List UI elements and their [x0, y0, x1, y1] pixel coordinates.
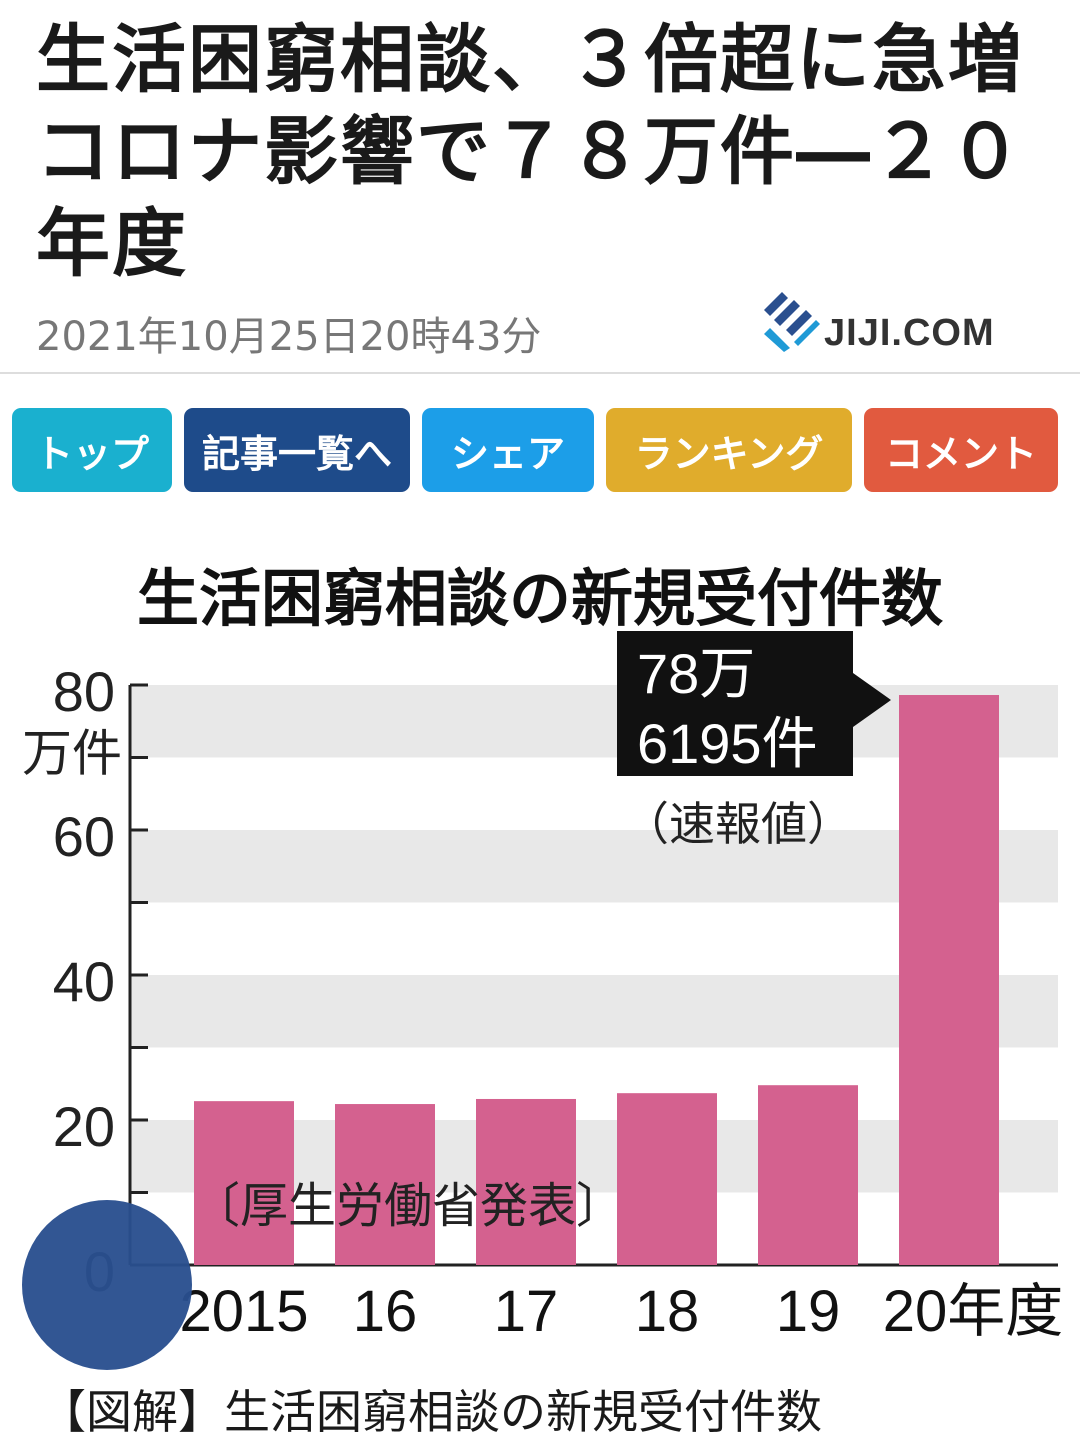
x-tick-label: 17: [494, 1279, 559, 1344]
callout-box: [617, 631, 891, 776]
y-tick-label: 80: [53, 660, 115, 723]
article-list-button[interactable]: 記事一覧へ: [184, 408, 410, 492]
jiji-logo[interactable]: JIJI.COM: [760, 288, 1040, 358]
bar: [476, 1098, 576, 1265]
x-tick-label: 2015: [179, 1279, 308, 1344]
y-tick-label: 60: [53, 805, 115, 868]
jiji-logo-icon: [764, 292, 820, 352]
headline: 生活困窮相談、３倍超に急増 コロナ影響で７８万件―２０年度: [36, 17, 1080, 287]
header-divider: [0, 372, 1080, 374]
bar: [899, 695, 999, 1265]
bar: [617, 1093, 717, 1265]
ranking-button[interactable]: ランキング: [606, 408, 852, 492]
bar: [335, 1104, 435, 1265]
callout-value-line1: 78万: [637, 642, 755, 705]
logo-wordmark: JIJI.COM: [824, 312, 995, 354]
source-note: 〔厚生労働省発表〕: [192, 1178, 624, 1234]
x-tick-label: 16: [353, 1279, 418, 1344]
x-tick-label: 18: [635, 1279, 700, 1344]
comment-button[interactable]: コメント: [864, 408, 1058, 492]
callout-note: （速報値）: [623, 797, 853, 851]
figure-caption: 【図解】生活困窮相談の新規受付件数: [40, 1385, 822, 1439]
x-tick-label: 19: [776, 1279, 841, 1344]
bar-chart: 020406080万件20151617181920年度〔厚生労働省発表〕78万6…: [22, 631, 1064, 1344]
bar: [758, 1085, 858, 1265]
y-tick-label: 40: [53, 950, 115, 1013]
y-tick-label: 20: [53, 1095, 115, 1158]
top-button[interactable]: トップ: [12, 408, 172, 492]
share-button[interactable]: シェア: [422, 408, 594, 492]
x-tick-label: 20年度: [883, 1279, 1064, 1344]
chart-title: 生活困窮相談の新規受付件数: [136, 562, 943, 635]
bar: [194, 1101, 294, 1265]
callout-value-line2: 6195件: [637, 712, 818, 775]
floating-action-button[interactable]: [22, 1200, 192, 1370]
timestamp: 2021年10月25日20時43分: [36, 314, 542, 360]
y-axis-unit: 万件: [22, 724, 122, 782]
